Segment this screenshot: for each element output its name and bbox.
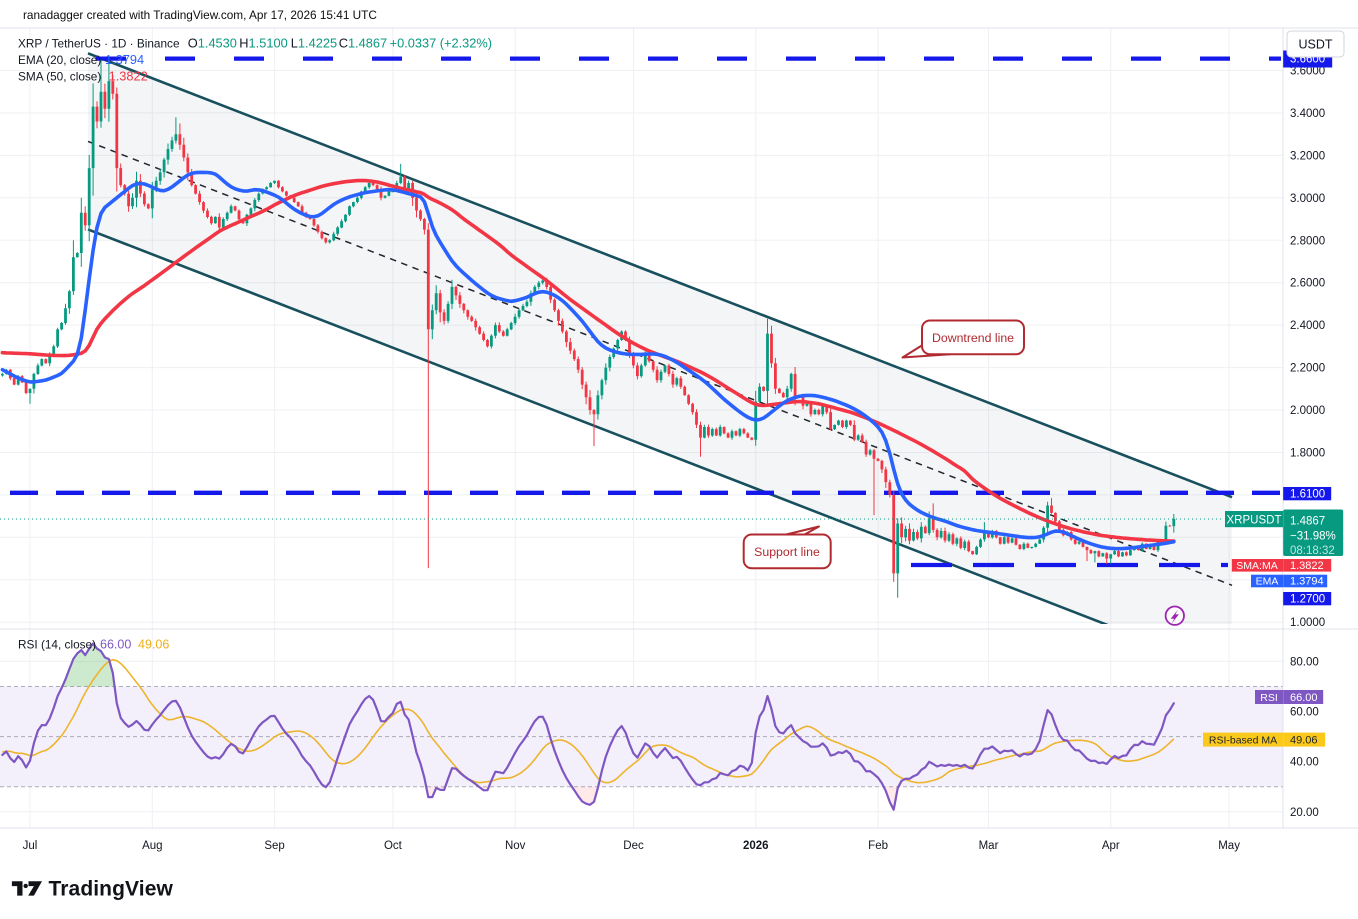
svg-text:SMA:MA: SMA:MA [1236, 560, 1277, 572]
svg-text:Aug: Aug [142, 840, 162, 852]
svg-text:SMA (50, close)1.3822: SMA (50, close) 1.3822 [18, 69, 148, 84]
svg-text:2.6000: 2.6000 [1290, 278, 1325, 290]
svg-text:−31.98%: −31.98% [1290, 531, 1336, 543]
svg-text:2026: 2026 [743, 840, 769, 852]
svg-text:60.00: 60.00 [1290, 707, 1319, 719]
svg-text:TradingView: TradingView [49, 878, 174, 901]
svg-text:3.4000: 3.4000 [1290, 108, 1325, 120]
svg-text:Mar: Mar [979, 840, 999, 852]
svg-text:40.00: 40.00 [1290, 757, 1319, 769]
svg-text:Support line: Support line [754, 545, 820, 559]
svg-text:Downtrend line: Downtrend line [932, 331, 1014, 345]
svg-text:3.2000: 3.2000 [1290, 150, 1325, 162]
svg-text:Nov: Nov [505, 840, 526, 852]
svg-text:1.2700: 1.2700 [1290, 594, 1325, 606]
svg-text:3.0000: 3.0000 [1290, 193, 1325, 205]
svg-text:3.6000: 3.6000 [1290, 66, 1325, 78]
svg-text:1.6100: 1.6100 [1290, 489, 1325, 501]
svg-text:XRPUSDT: XRPUSDT [1227, 514, 1282, 526]
svg-text:1.0000: 1.0000 [1290, 617, 1325, 629]
svg-text:EMA (20, close)1.3794: EMA (20, close) 1.3794 [18, 52, 144, 67]
svg-text:2.8000: 2.8000 [1290, 235, 1325, 247]
svg-text:66.00: 66.00 [1290, 692, 1318, 704]
svg-text:Sep: Sep [264, 840, 284, 852]
svg-text:ranadagger created with Tradin: ranadagger created with TradingView.com,… [23, 8, 377, 22]
svg-text:08:18:32: 08:18:32 [1290, 545, 1335, 557]
svg-text:Dec: Dec [623, 840, 644, 852]
svg-text:RSI: RSI [1260, 692, 1278, 704]
svg-text:Jul: Jul [23, 840, 38, 852]
svg-text:2.0000: 2.0000 [1290, 405, 1325, 417]
svg-text:Oct: Oct [384, 840, 403, 852]
svg-text:2.2000: 2.2000 [1290, 363, 1325, 375]
svg-text:RSI-based MA: RSI-based MA [1209, 735, 1277, 747]
svg-text:1.3794: 1.3794 [1290, 576, 1324, 588]
svg-text:1.8000: 1.8000 [1290, 448, 1325, 460]
svg-text:Apr: Apr [1102, 840, 1120, 852]
svg-text:1.3822: 1.3822 [1290, 560, 1324, 572]
svg-text:Feb: Feb [868, 840, 888, 852]
svg-text:USDT: USDT [1298, 37, 1332, 51]
svg-text:49.06: 49.06 [1290, 735, 1318, 747]
svg-text:1.4867: 1.4867 [1290, 516, 1325, 528]
svg-text:80.00: 80.00 [1290, 656, 1319, 668]
svg-text:2.4000: 2.4000 [1290, 320, 1325, 332]
svg-text:EMA: EMA [1256, 576, 1279, 588]
svg-text:20.00: 20.00 [1290, 807, 1319, 819]
svg-text:May: May [1218, 840, 1240, 852]
